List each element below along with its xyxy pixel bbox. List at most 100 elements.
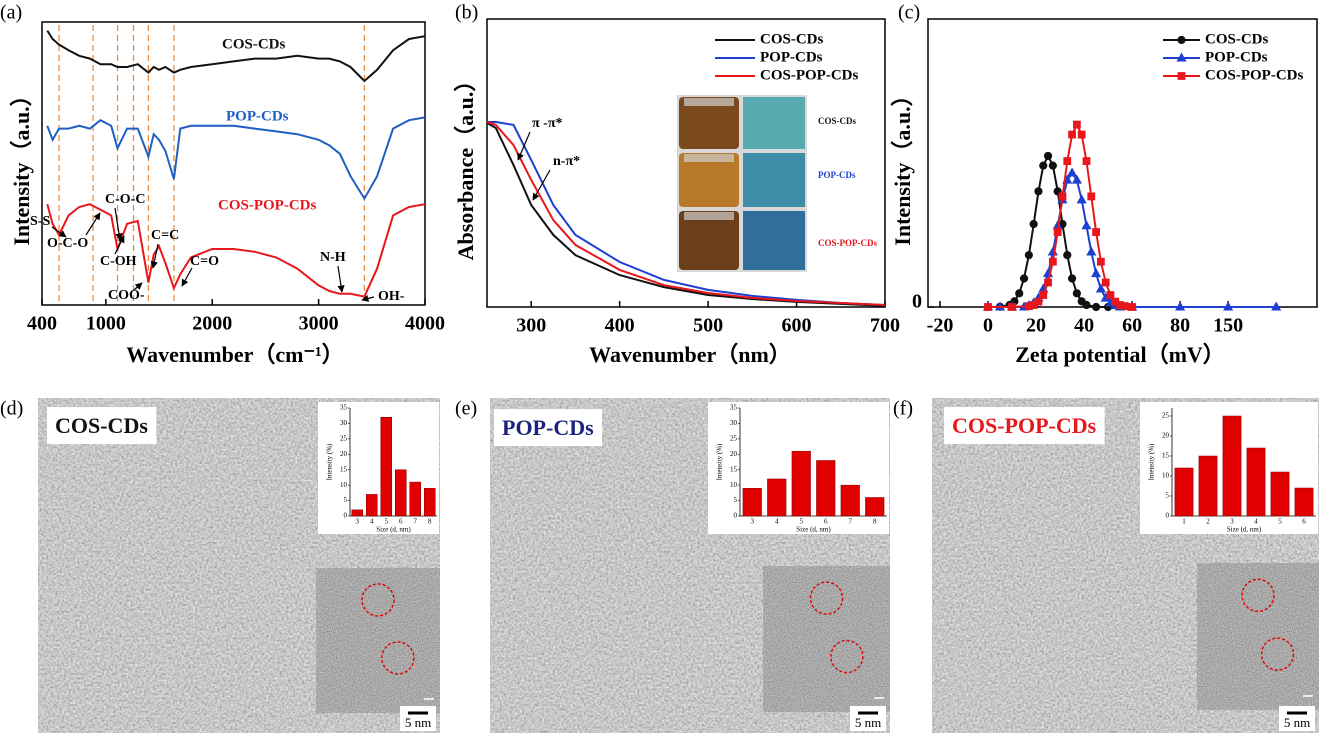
x-tick-label: 2: [1206, 518, 1210, 526]
series-line: [46, 116, 426, 201]
y-tick-label: 0: [344, 512, 348, 520]
plot-frame: [486, 18, 886, 308]
x-tick-label: -20: [927, 315, 954, 337]
y-tick-label: 25: [730, 434, 738, 442]
annotation-arrow: [114, 235, 125, 255]
vial-uv: [743, 211, 805, 270]
marker: [1034, 297, 1043, 306]
scale-bar-label: 5 nm: [855, 715, 881, 730]
x-tick-label: 1: [1182, 518, 1186, 526]
vial-uv: [743, 153, 805, 207]
bar: [1198, 455, 1218, 517]
bar: [791, 450, 811, 517]
y-tick-label: 5: [734, 496, 738, 504]
x-axis-label: Wavenumber（cm⁻¹）: [126, 342, 343, 367]
marker: [1096, 257, 1105, 266]
annotation-arrow: [51, 226, 67, 238]
marker: [1043, 151, 1053, 161]
scale-bar-label: 5 nm: [405, 715, 431, 730]
x-tick-label: 60: [1122, 315, 1142, 337]
y-tick-label: 20: [1162, 432, 1170, 440]
series-line: [46, 203, 426, 298]
series-label: POP-CDs: [226, 108, 289, 124]
image-title: COS-CDs: [55, 413, 148, 438]
y-axis-label: Absorbance（a.u.）: [453, 70, 478, 261]
marker: [1086, 246, 1097, 256]
x-tick-label: 600: [782, 315, 812, 337]
x-tick-label: 4: [1254, 518, 1258, 526]
annotation: C-O-C: [105, 192, 145, 207]
panel-label: (d): [0, 398, 23, 420]
marker: [1082, 157, 1091, 165]
legend-marker: [1177, 72, 1186, 80]
x-tick-label: 6: [399, 518, 403, 526]
series-line: [487, 121, 886, 306]
x-tick-label: 400: [27, 313, 57, 335]
x-tick-label: 80: [1170, 315, 1190, 337]
bar: [1222, 415, 1242, 517]
panel-label: (a): [0, 2, 22, 24]
scale-bar-box: [850, 706, 886, 731]
bar: [742, 487, 762, 517]
bar: [816, 460, 836, 517]
bar: [1294, 487, 1314, 517]
title-box: [47, 407, 157, 445]
plot-frame: [41, 21, 426, 306]
y-tick-label: 30: [340, 419, 348, 427]
title-box: [944, 407, 1105, 445]
y-tick-label: 20: [730, 450, 738, 458]
marker: [1053, 228, 1062, 236]
marker: [1175, 301, 1186, 311]
y-axis-label: Intensity (%): [1148, 443, 1156, 480]
x-tick-label: 5: [800, 518, 804, 526]
particle-highlight: [830, 639, 864, 674]
series-label: COS-POP-CDs: [218, 197, 316, 213]
inset-label: COS-CDs: [818, 116, 857, 126]
y-tick-label: 10: [730, 481, 738, 489]
marker: [1029, 219, 1038, 229]
marker: [1015, 289, 1024, 298]
marker: [1063, 157, 1072, 165]
y-axis-label: Intensity（a.u.）: [890, 84, 915, 245]
x-tick-label: 7: [414, 518, 418, 526]
bar: [365, 494, 378, 517]
bar: [380, 417, 393, 517]
annotation-arrow: [85, 212, 101, 236]
x-axis-label: Size (d, nm): [796, 526, 831, 534]
title-box: [494, 409, 603, 447]
marker: [1048, 257, 1057, 266]
marker: [1044, 278, 1052, 287]
annotation-arrow: [114, 207, 123, 241]
marker: [1081, 220, 1092, 230]
marker: [1091, 302, 1101, 312]
marker: [1092, 228, 1100, 236]
bar: [840, 484, 860, 517]
x-axis-label: Zeta potential（mV）: [1015, 342, 1225, 367]
x-tick-label: 8: [873, 518, 877, 526]
marker: [1271, 301, 1282, 311]
panel-label: (e): [455, 398, 477, 420]
x-tick-label: 3: [1230, 518, 1234, 526]
bar: [865, 497, 885, 517]
x-axis-label: Wavenumber（nm）: [589, 342, 791, 367]
x-tick-label: 6: [1302, 518, 1306, 526]
bar: [1246, 447, 1266, 517]
y-tick-label: 35: [730, 404, 738, 412]
x-tick-label: 40: [1074, 315, 1094, 337]
marker: [1034, 187, 1043, 196]
annotation-arrow: [517, 131, 531, 161]
marker: [1039, 161, 1048, 170]
annotation: COO-: [108, 288, 145, 303]
bar: [351, 509, 364, 517]
x-axis-label: Size (d, nm): [1227, 526, 1262, 534]
scale-bar-box: [400, 706, 436, 731]
hrtem-inset: [315, 567, 441, 714]
legend-label: COS-CDs: [760, 31, 824, 47]
particle-highlight: [381, 641, 415, 675]
vial: [679, 153, 739, 207]
marker: [1063, 251, 1072, 260]
marker: [1223, 301, 1234, 311]
series-line: [988, 122, 1133, 308]
marker: [1076, 194, 1087, 204]
y-tick-label: 35: [340, 404, 348, 412]
